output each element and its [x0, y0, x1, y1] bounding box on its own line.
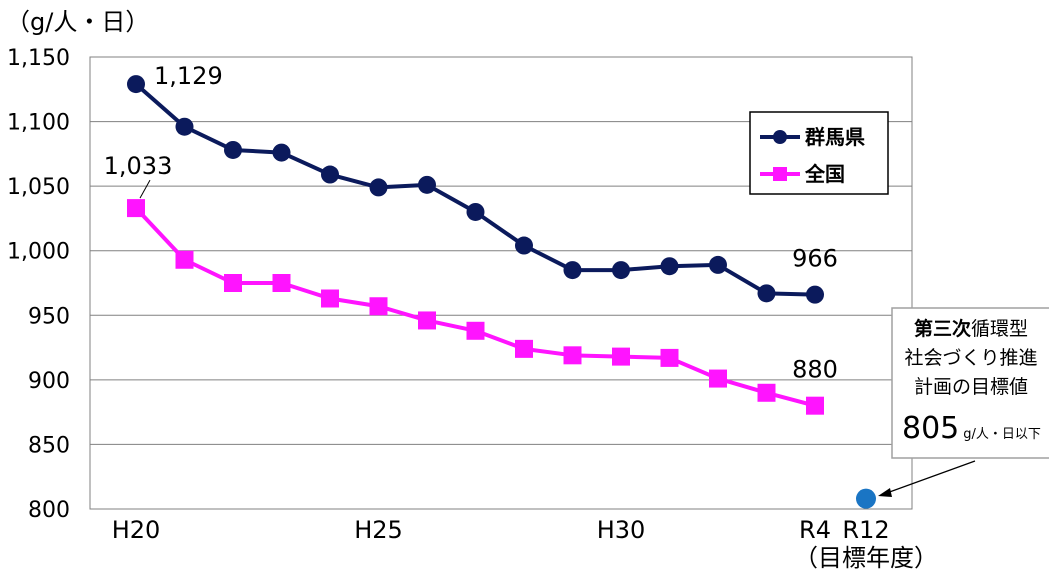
annotation-box — [891, 307, 1049, 459]
grid-lines — [90, 121, 912, 445]
y-tick-label: 900 — [28, 369, 70, 394]
y-tick-label: 850 — [28, 433, 70, 458]
target-annotation: 第三次循環型 社会づくり推進 計画の目標値 805 g/人・日以下 — [878, 307, 1049, 497]
x-tick-label: R12 — [842, 516, 889, 544]
data-point-national — [612, 347, 630, 366]
data-point-gunma — [709, 255, 727, 274]
x-sub-label: （目標年度） — [794, 544, 938, 572]
data-label-national-first: 1,033 — [104, 152, 173, 180]
data-point-gunma — [127, 75, 145, 94]
data-point-national — [272, 274, 291, 292]
annotation-line2: 社会づくり推進 — [904, 347, 1037, 369]
data-point-gunma — [418, 175, 436, 194]
annotation-line1: 第三次循環型 — [914, 317, 1028, 340]
annotation-arrow — [883, 460, 976, 495]
data-point-national — [466, 321, 485, 340]
legend-marker-gunma — [773, 130, 787, 144]
x-tick-label: H30 — [597, 516, 646, 544]
series-group — [127, 75, 876, 509]
data-point-gunma — [660, 257, 679, 276]
data-point-gunma — [224, 140, 242, 159]
y-axis: 800 850 900 950 1,000 1,050 1,100 1,150 — [7, 46, 70, 523]
data-point-gunma — [806, 285, 824, 304]
legend-label-gunma: 群馬県 — [804, 125, 865, 149]
data-point-national — [515, 339, 533, 358]
data-label-national-last: 880 — [792, 356, 838, 384]
x-tick-label: H25 — [354, 516, 403, 544]
y-tick-label: 1,000 — [7, 240, 70, 265]
data-point-gunma — [515, 236, 533, 255]
data-point-gunma — [466, 202, 485, 221]
data-point-gunma — [175, 117, 194, 136]
target-point — [856, 488, 876, 509]
x-axis: H20 H25 H30 R4 R12（目標年度） — [112, 516, 938, 572]
y-tick-label: 1,050 — [7, 175, 70, 200]
data-labels: 1,129 966 1,033 880 — [104, 62, 838, 384]
legend-marker-national — [773, 167, 787, 181]
y-tick-label: 950 — [28, 304, 70, 329]
data-point-national — [709, 369, 727, 388]
annotation-target-value: 805 g/人・日以下 — [902, 411, 1041, 446]
y-tick-label: 1,100 — [7, 111, 70, 136]
data-point-national — [757, 383, 776, 402]
data-label-leader — [139, 179, 151, 199]
data-point-gunma — [272, 143, 291, 162]
data-point-gunma — [757, 284, 776, 303]
data-label-gunma-last: 966 — [792, 245, 838, 273]
data-point-national — [418, 311, 436, 330]
data-point-national — [369, 297, 388, 316]
annotation-line3: 計画の目標値 — [914, 376, 1028, 398]
data-point-gunma — [612, 261, 630, 280]
data-point-national — [806, 396, 824, 415]
y-tick-label: 1,150 — [7, 46, 70, 71]
data-point-national — [224, 274, 242, 292]
data-point-gunma — [321, 165, 339, 184]
data-point-gunma — [369, 178, 388, 197]
x-tick-label: H20 — [112, 516, 161, 544]
unit-label: （g/人・日） — [6, 8, 149, 36]
legend: 群馬県 全国 — [749, 111, 889, 195]
plot-area-frame — [89, 56, 913, 510]
data-point-national — [563, 346, 582, 365]
data-label-gunma-first: 1,129 — [154, 62, 223, 90]
data-point-national — [321, 289, 339, 308]
x-tick-label: R4 — [799, 516, 831, 544]
data-point-national — [175, 250, 194, 269]
y-tick-label: 800 — [28, 498, 70, 523]
data-point-national — [127, 199, 145, 218]
legend-label-national: 全国 — [804, 162, 845, 186]
data-point-national — [660, 348, 679, 367]
data-point-gunma — [563, 261, 582, 280]
annotation-arrowhead — [878, 488, 892, 497]
